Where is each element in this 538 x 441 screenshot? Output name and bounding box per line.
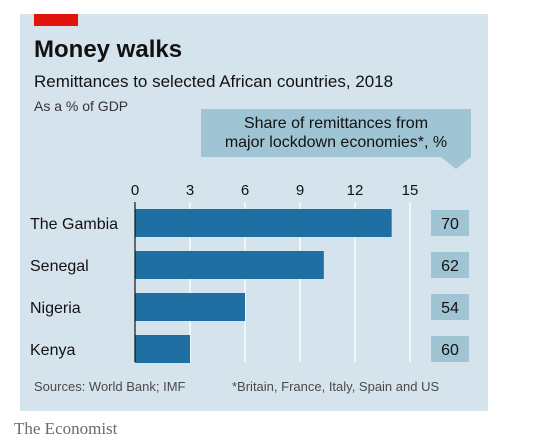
- chart-title: Money walks: [34, 36, 183, 63]
- share-value-box: [431, 210, 469, 236]
- brand-red-tag: [34, 14, 78, 26]
- share-value-label: 54: [441, 300, 459, 317]
- x-tick-label: 12: [347, 182, 364, 199]
- category-label: Kenya: [30, 342, 75, 359]
- bar: [135, 251, 324, 279]
- bar: [135, 335, 190, 363]
- share-value-box: [431, 252, 469, 278]
- x-tick-label: 9: [296, 182, 304, 199]
- share-value-label: 60: [441, 342, 459, 359]
- category-label: Senegal: [30, 258, 89, 275]
- share-header-box: [201, 109, 471, 157]
- unit-label: As a % of GDP: [34, 98, 129, 114]
- share-header-line-2: major lockdown economies*, %: [224, 134, 448, 151]
- share-value-box: [431, 294, 469, 320]
- source-note: Sources: World Bank; IMF: [34, 379, 186, 394]
- share-header-pointer: [441, 157, 471, 169]
- x-tick-label: 15: [402, 182, 419, 199]
- footnote: *Britain, France, Italy, Spain and US: [232, 379, 440, 394]
- x-tick-label: 0: [131, 182, 139, 199]
- chart-panel: Money walks Remittances to selected Afri…: [20, 14, 488, 411]
- category-label: The Gambia: [30, 216, 118, 233]
- share-header-line-1: Share of remittances from: [243, 115, 429, 132]
- share-value-label: 62: [441, 258, 459, 275]
- chart-subtitle: Remittances to selected African countrie…: [34, 72, 394, 91]
- bar: [135, 209, 392, 237]
- x-tick-label: 6: [241, 182, 249, 199]
- share-value-box: [431, 336, 469, 362]
- bar: [135, 293, 245, 321]
- share-header-text: Share of remittances from major lockdown…: [201, 114, 471, 152]
- category-label: Nigeria: [30, 300, 81, 317]
- x-tick-label: 3: [186, 182, 194, 199]
- share-value-label: 70: [441, 216, 459, 233]
- bar-chart: 0 3 6 9 12 15 The Gambia 70 Senegal 62 Nigeria 54 Ke…: [30, 182, 469, 363]
- publisher-brand: The Economist: [14, 419, 118, 438]
